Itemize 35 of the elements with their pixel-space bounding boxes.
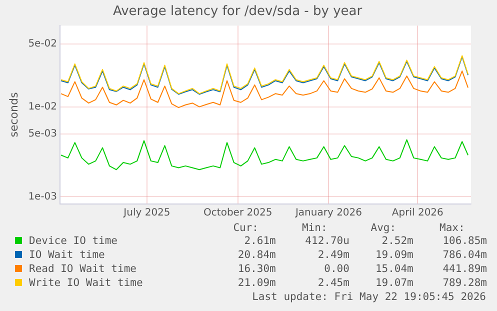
chart-title: Average latency for /dev/sda - by year xyxy=(112,4,363,20)
legend-label: IO Wait time xyxy=(28,248,106,262)
y-tick-label: 1e-03 xyxy=(28,191,58,202)
legend-label: Read IO Wait time xyxy=(28,262,138,276)
text: Last update: Fri May 22 19:05:45 2026 xyxy=(251,290,487,304)
y-axis-title: seconds xyxy=(7,92,20,138)
text: 412.70u xyxy=(304,234,350,248)
text: 441.89m xyxy=(442,262,487,276)
text: 789.28m xyxy=(442,276,487,290)
text: Min: xyxy=(300,222,328,234)
text: 16.30m xyxy=(236,262,276,276)
text: 20.84m xyxy=(236,248,276,262)
text: Max: xyxy=(438,222,466,234)
text: 2.61m xyxy=(243,234,276,248)
text: 2.52m xyxy=(380,234,414,248)
y-tick-label: 5e-03 xyxy=(28,128,58,140)
legend-label: Device IO time xyxy=(28,234,119,248)
text: 19.09m xyxy=(374,248,414,262)
text: 15.04m xyxy=(374,262,414,276)
x-tick-label: July 2025 xyxy=(122,208,170,219)
text: 0.00 xyxy=(323,262,350,276)
text: Cur: xyxy=(232,222,260,234)
y-tick-label: 5e-02 xyxy=(28,38,58,50)
text: 21.09m xyxy=(236,276,276,290)
x-tick-label: January 2026 xyxy=(294,208,362,219)
text: 2.49m xyxy=(316,248,350,262)
text: Avg: xyxy=(370,222,398,234)
x-tick-label: April 2026 xyxy=(392,208,444,219)
x-tick-label: October 2025 xyxy=(204,208,272,219)
legend-label: Write IO Wait time xyxy=(28,276,144,290)
text: 106.85m xyxy=(442,234,487,248)
text: 19.07m xyxy=(374,276,414,290)
y-tick-label: 1e-02 xyxy=(28,101,58,112)
text: 786.04m xyxy=(442,248,487,262)
text: 2.45m xyxy=(316,276,350,290)
